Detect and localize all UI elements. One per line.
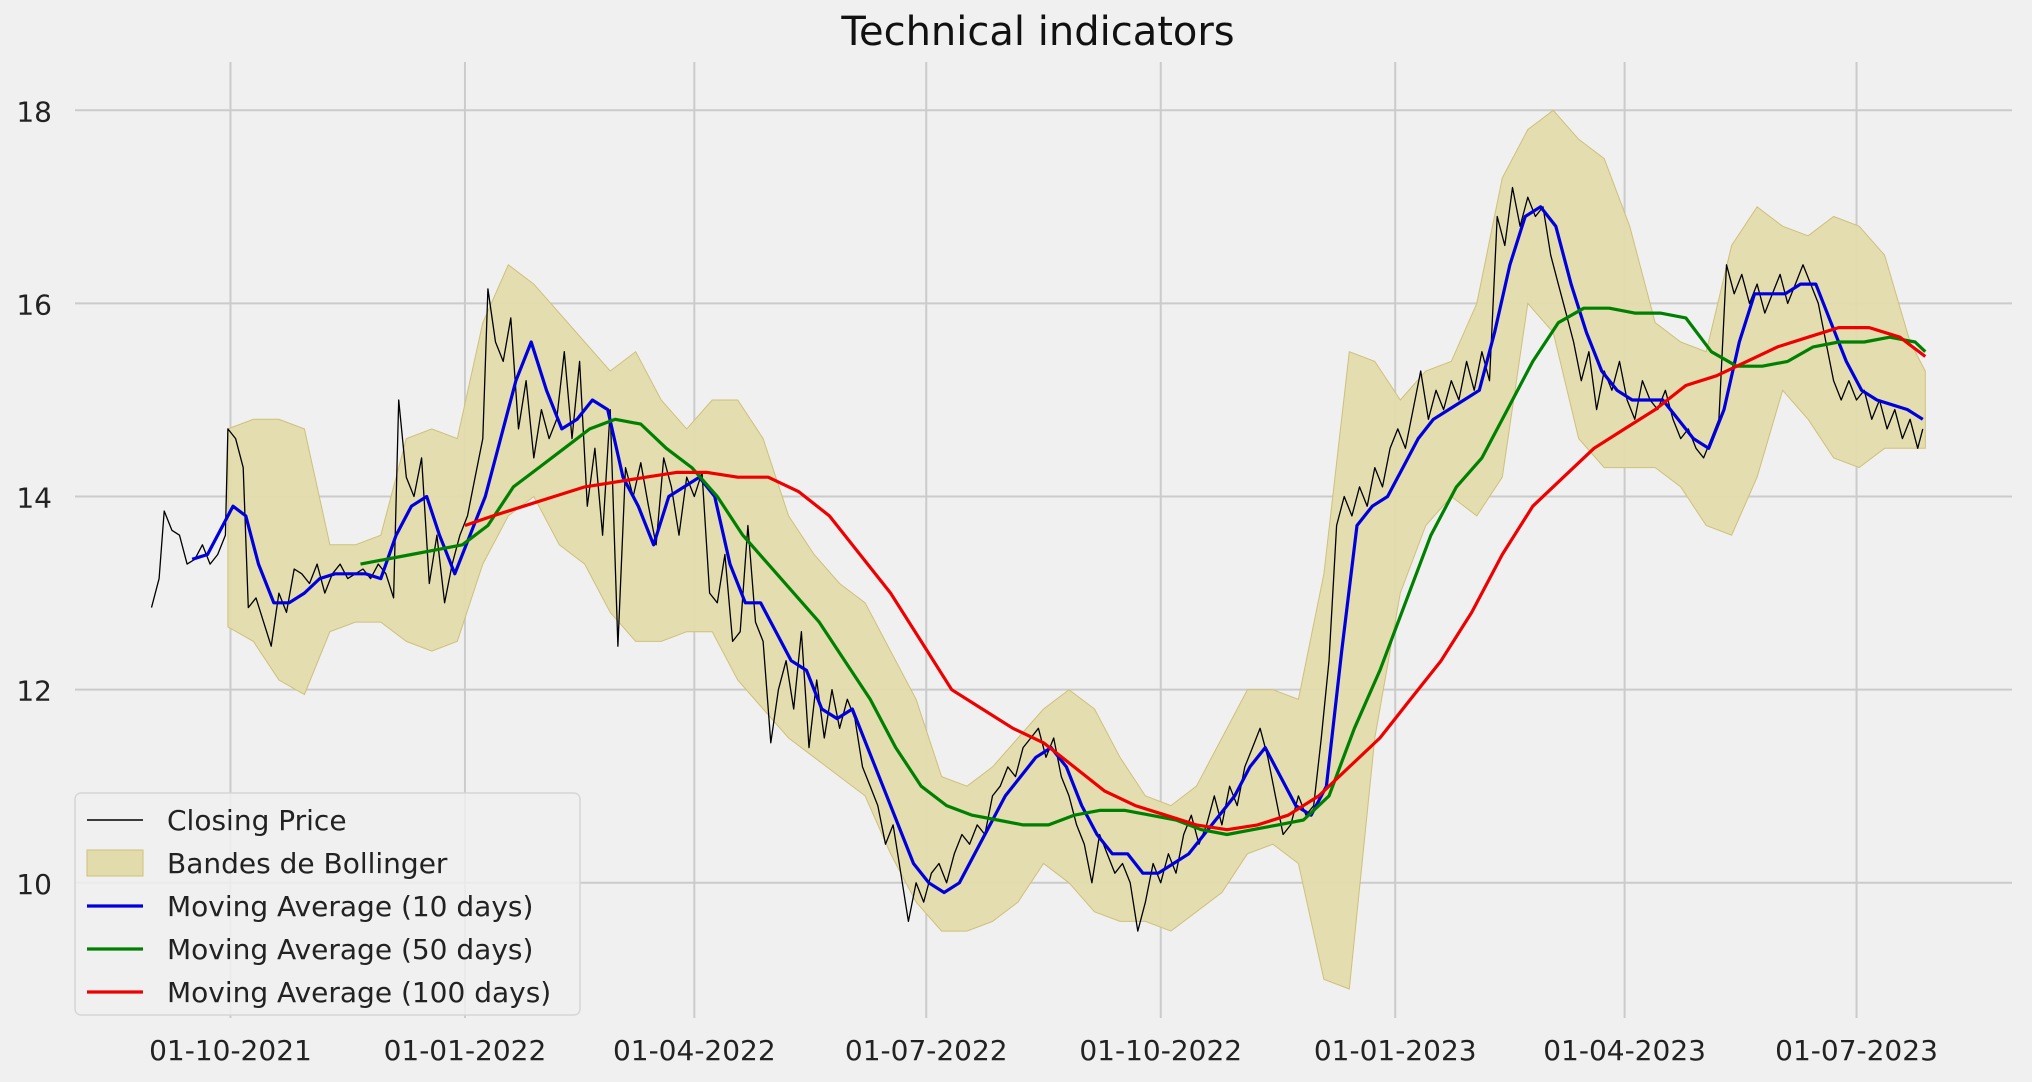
- legend-label: Moving Average (100 days): [167, 976, 551, 1009]
- bollinger-band-layer: [227, 109, 1926, 990]
- legend: Closing Price Bandes de Bollinger Moving A…: [74, 792, 581, 1016]
- series-line-moving-average-100-days: [464, 326, 1927, 832]
- x-tick-label: 01-07-2023: [1775, 1034, 1938, 1067]
- legend-label: Closing Price: [167, 804, 347, 837]
- y-tick-label: 14: [16, 482, 52, 515]
- legend-label: Bandes de Bollinger: [167, 847, 448, 880]
- x-tick-label: 01-07-2022: [845, 1034, 1008, 1067]
- y-tick-label: 18: [16, 95, 52, 128]
- legend-box: [74, 792, 581, 1016]
- y-tick-label: 12: [16, 675, 52, 708]
- series-layer: [150, 186, 1927, 932]
- chart-title: Technical indicators: [840, 9, 1234, 55]
- legend-swatch: [86, 849, 144, 877]
- x-tick-label: 01-01-2023: [1314, 1034, 1477, 1067]
- x-tick-label: 01-04-2022: [613, 1034, 776, 1067]
- x-tick-label: 01-01-2022: [384, 1034, 547, 1067]
- x-tick-label: 01-10-2021: [149, 1034, 312, 1067]
- x-tick-label: 01-04-2023: [1543, 1034, 1706, 1067]
- x-axis-ticks: 01-10-2021 01-01-2022 01-04-2022 01-07-2022…: [149, 1034, 1938, 1067]
- bollinger-band-area: [227, 109, 1926, 990]
- y-axis-ticks: 10 12 14 16 18: [16, 95, 52, 901]
- series-line-moving-average-50-days: [360, 306, 1927, 837]
- y-tick-label: 16: [16, 288, 52, 321]
- x-tick-label: 01-10-2022: [1079, 1034, 1242, 1067]
- y-tick-label: 10: [16, 868, 52, 901]
- legend-label: Moving Average (50 days): [167, 933, 533, 966]
- legend-label: Moving Average (10 days): [167, 890, 533, 923]
